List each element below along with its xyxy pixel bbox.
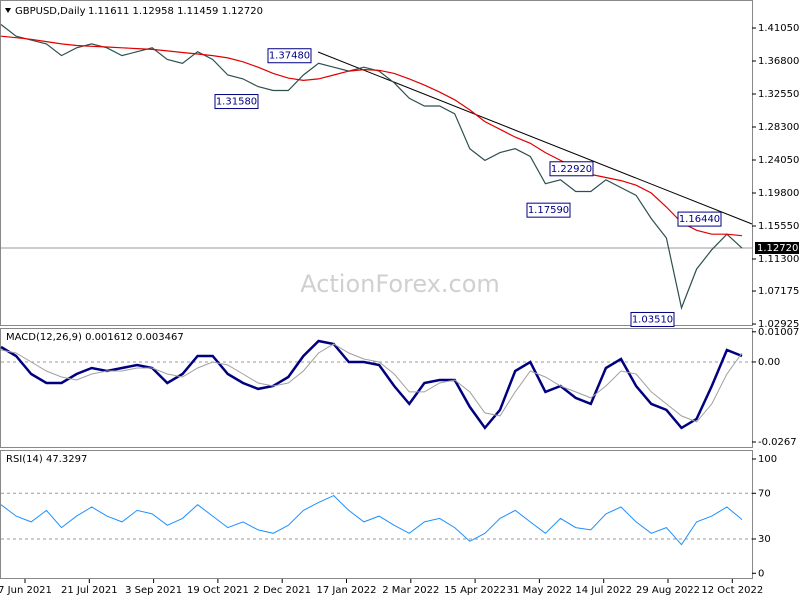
ohlc-values: 1.11611 1.12958 1.11459 1.12720 — [88, 6, 263, 17]
menu-triangle — [5, 8, 11, 13]
y-tick-label: 1.02925 — [758, 319, 799, 330]
x-tick-label: 2 Dec 2021 — [253, 585, 311, 596]
y-tick-label: 30 — [758, 534, 771, 545]
y-tick-label: 0.010071 — [758, 327, 800, 338]
chart-title: GBPUSD,Daily — [15, 6, 86, 17]
y-tick-label: 100 — [758, 454, 777, 465]
x-tick-label: 29 Aug 2022 — [636, 585, 700, 596]
y-tick-label: 1.24050 — [758, 155, 799, 166]
x-tick-label: 3 Sep 2021 — [125, 585, 182, 596]
x-tick-label: 14 Jul 2022 — [575, 585, 632, 596]
x-tick-label: 2 Mar 2022 — [382, 585, 439, 596]
x-tick-label: 12 Oct 2022 — [701, 585, 763, 596]
annotation-box — [549, 161, 594, 177]
annotation-box — [526, 202, 571, 218]
last-price-box — [755, 241, 799, 254]
annotation-label: 1.22920 — [551, 164, 592, 175]
x-tick-label: 21 Jul 2021 — [61, 585, 118, 596]
series-line — [0, 339, 743, 430]
annotation-label: 1.16440 — [679, 214, 720, 225]
y-tick-label: 1.36800 — [758, 56, 799, 67]
x-tick-label: 7 Jun 2021 — [0, 585, 52, 596]
series-line — [0, 343, 743, 423]
y-tick-label: 1.19800 — [758, 188, 799, 199]
rsi-panel — [0, 450, 753, 579]
annotation-label: 1.17590 — [528, 205, 569, 216]
annotation-label: 1.03510 — [632, 314, 673, 325]
x-tick-label: 19 Oct 2021 — [187, 585, 249, 596]
annotation-box — [214, 94, 259, 110]
y-tick-label: 1.07175 — [758, 286, 799, 297]
y-tick-label: 0.00 — [758, 357, 780, 368]
series-line — [0, 495, 743, 546]
macd-title: MACD(12,26,9) 0.001612 0.003467 — [6, 332, 184, 343]
y-tick-label: -0.0267 — [758, 437, 797, 448]
y-tick-label: 1.11300 — [758, 254, 799, 265]
trend-line — [317, 51, 753, 225]
last-price-label: 1.12720 — [757, 243, 798, 254]
macd-panel — [0, 328, 753, 448]
y-tick-label: 1.15550 — [758, 221, 799, 232]
rsi-title: RSI(14) 47.3297 — [6, 454, 87, 465]
series-line — [0, 24, 743, 310]
y-tick-label: 1.41050 — [758, 23, 799, 34]
annotation-label: 1.31580 — [216, 97, 257, 108]
annotation-box — [677, 211, 722, 227]
y-tick-label: 0 — [758, 568, 764, 579]
x-tick-label: 15 Apr 2022 — [444, 585, 506, 596]
watermark: ActionForex.com — [300, 270, 500, 298]
x-tick-label: 31 May 2022 — [507, 585, 572, 596]
annotation-box — [267, 48, 312, 64]
annotation-box — [630, 311, 675, 327]
y-tick-label: 1.32550 — [758, 89, 799, 100]
annotation-label: 1.37480 — [269, 51, 310, 62]
y-tick-label: 1.28300 — [758, 122, 799, 133]
series-line — [0, 35, 743, 237]
y-tick-label: 70 — [758, 488, 771, 499]
x-tick-label: 17 Jan 2022 — [317, 585, 377, 596]
